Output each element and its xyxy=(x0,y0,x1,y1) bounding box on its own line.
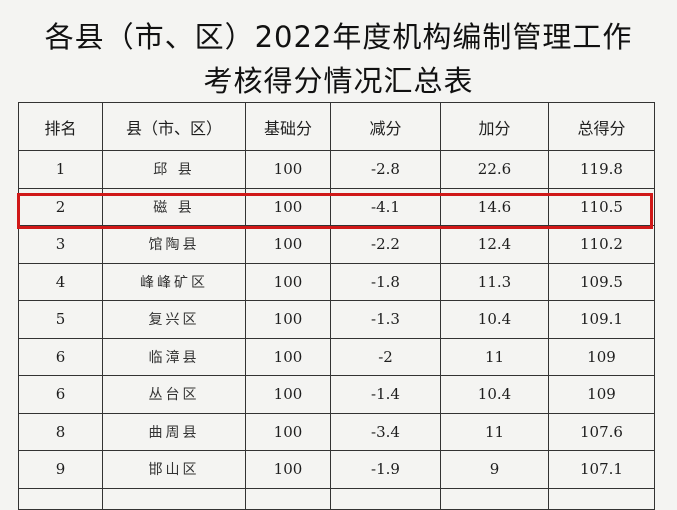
table-row: 6 临漳县 100 -2 11 109 xyxy=(18,337,655,376)
cell-county: 丛台区 xyxy=(102,375,246,414)
cell-total: 107.6 xyxy=(548,412,655,451)
cell-empty xyxy=(330,487,441,510)
table-row: 3 馆陶县 100 -2.2 12.4 110.2 xyxy=(18,225,655,264)
table-row: 6 丛台区 100 -1.4 10.4 109 xyxy=(18,375,655,414)
cell-deduction: -3.4 xyxy=(330,412,441,451)
cell-rank: 9 xyxy=(18,450,103,489)
highlight-box xyxy=(17,193,653,229)
cell-county: 复兴区 xyxy=(102,300,246,339)
cell-deduction: -1.8 xyxy=(330,262,441,301)
cell-bonus: 10.4 xyxy=(440,375,549,414)
cell-deduction: -2.8 xyxy=(330,150,441,189)
cell-base-score: 100 xyxy=(245,225,331,264)
cell-county: 曲周县 xyxy=(102,412,246,451)
cell-total: 107.1 xyxy=(548,450,655,489)
cell-rank: 6 xyxy=(18,375,103,414)
cell-empty xyxy=(102,487,246,510)
cell-base-score: 100 xyxy=(245,450,331,489)
cell-rank: 4 xyxy=(18,262,103,301)
cell-deduction: -2.2 xyxy=(330,225,441,264)
cell-rank: 5 xyxy=(18,300,103,339)
header-bonus: 加分 xyxy=(440,102,549,151)
document-title-line-1: 各县（市、区）2022年度机构编制管理工作 xyxy=(44,20,633,54)
cell-county: 邱 县 xyxy=(102,150,246,189)
header-total: 总得分 xyxy=(548,102,655,151)
cell-bonus: 22.6 xyxy=(440,150,549,189)
header-rank: 排名 xyxy=(18,102,103,151)
cell-rank: 8 xyxy=(18,412,103,451)
cell-base-score: 100 xyxy=(245,412,331,451)
table-row: 8 曲周县 100 -3.4 11 107.6 xyxy=(18,412,655,451)
cell-bonus: 10.4 xyxy=(440,300,549,339)
table-header-row: 排名 县（市、区） 基础分 减分 加分 总得分 xyxy=(18,102,655,151)
cell-rank: 3 xyxy=(18,225,103,264)
cell-base-score: 100 xyxy=(245,262,331,301)
cell-deduction: -1.9 xyxy=(330,450,441,489)
cell-total: 109.5 xyxy=(548,262,655,301)
cell-empty xyxy=(18,487,103,510)
cell-total: 109 xyxy=(548,337,655,376)
table-row: 4 峰峰矿区 100 -1.8 11.3 109.5 xyxy=(18,262,655,301)
cell-bonus: 11 xyxy=(440,337,549,376)
header-county: 县（市、区） xyxy=(102,102,246,151)
cell-total: 109 xyxy=(548,375,655,414)
cell-deduction: -1.4 xyxy=(330,375,441,414)
cell-county: 峰峰矿区 xyxy=(102,262,246,301)
cell-rank: 1 xyxy=(18,150,103,189)
cell-county: 馆陶县 xyxy=(102,225,246,264)
cell-empty xyxy=(548,487,655,510)
cell-rank: 6 xyxy=(18,337,103,376)
cell-total: 110.2 xyxy=(548,225,655,264)
cell-total: 119.8 xyxy=(548,150,655,189)
header-base-score: 基础分 xyxy=(245,102,331,151)
cell-deduction: -1.3 xyxy=(330,300,441,339)
cell-base-score: 100 xyxy=(245,150,331,189)
table-row: 9 邯山区 100 -1.9 9 107.1 xyxy=(18,450,655,489)
cell-bonus: 11 xyxy=(440,412,549,451)
cell-empty xyxy=(245,487,331,510)
cell-base-score: 100 xyxy=(245,300,331,339)
cell-county: 邯山区 xyxy=(102,450,246,489)
cell-deduction: -2 xyxy=(330,337,441,376)
cell-empty xyxy=(440,487,549,510)
cell-bonus: 12.4 xyxy=(440,225,549,264)
cell-base-score: 100 xyxy=(245,375,331,414)
document-title-line-2: 考核得分情况汇总表 xyxy=(203,64,474,98)
cell-total: 109.1 xyxy=(548,300,655,339)
cell-bonus: 11.3 xyxy=(440,262,549,301)
header-deduction: 减分 xyxy=(330,102,441,151)
table-row: 5 复兴区 100 -1.3 10.4 109.1 xyxy=(18,300,655,339)
cell-bonus: 9 xyxy=(440,450,549,489)
cell-county: 临漳县 xyxy=(102,337,246,376)
cell-base-score: 100 xyxy=(245,337,331,376)
table-row-partial xyxy=(18,487,655,510)
